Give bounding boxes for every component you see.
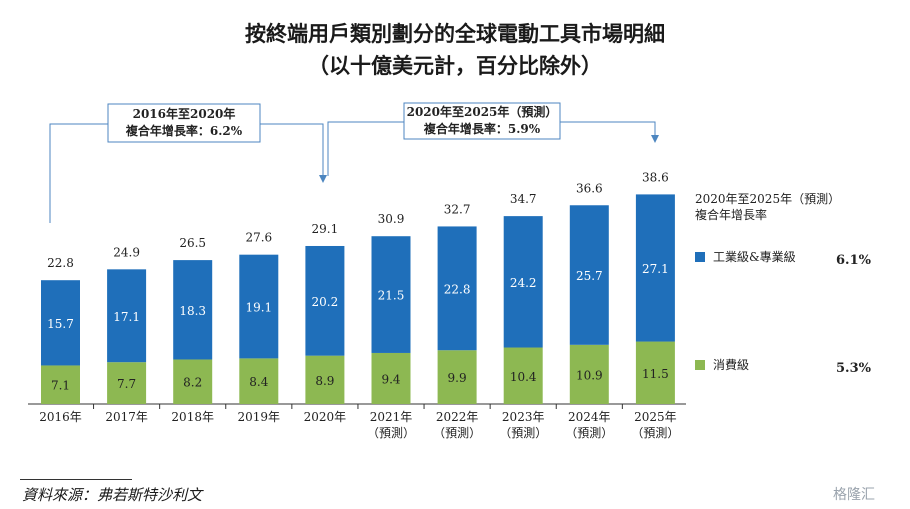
legend-swatch [695,360,705,370]
label-industrial: 15.7 [47,317,74,331]
bar-consumer [41,365,80,404]
legend-label: 工業級&專業級 [713,250,796,264]
bar-industrial [635,194,675,342]
bar-industrial [437,226,477,351]
label-consumer: 9.4 [381,372,400,386]
label-total: 36.6 [576,181,603,195]
arrow-down-icon [651,135,659,143]
label-industrial: 21.5 [378,289,405,303]
label-total: 29.1 [312,222,339,236]
callout-right-box [403,102,561,140]
callout-right-connector [560,121,656,136]
x-tick-label: 2024年 [568,410,611,424]
label-industrial: 20.2 [312,295,339,309]
callout-right-cagr: 複合年增長率：5.9% [423,121,541,136]
x-tick-label: 2020年 [304,410,347,424]
x-tick-label: （預測） [631,426,679,440]
label-total: 32.7 [444,202,471,216]
bar-industrial [305,245,345,356]
chart-subtitle: （以十億美元計，百分比除外） [308,53,602,78]
x-tick-label: 2023年 [502,410,545,424]
bar-consumer [239,358,279,404]
label-total: 34.7 [510,192,537,206]
callout-right-connector [327,121,404,176]
bar-consumer [107,362,147,404]
label-industrial: 18.3 [179,304,206,318]
label-total: 26.5 [179,236,206,250]
callout-left-connector [260,123,324,176]
legend-header: 複合年增長率 [695,207,767,222]
bar-consumer [173,359,213,404]
callout-left-period: 2016年至2020年 [133,106,236,121]
bar-industrial [173,260,213,360]
label-consumer: 7.7 [117,377,136,391]
label-consumer: 8.4 [249,375,268,389]
x-tick-label: 2016年 [39,410,82,424]
source-divider [20,479,132,480]
watermark-logo: 格隆汇 [833,487,875,503]
label-industrial: 22.8 [444,282,471,296]
arrow-down-icon [319,175,327,183]
legend-cagr: 6.1% [836,253,872,268]
bar-consumer [503,347,543,404]
bar-consumer [635,341,675,404]
source-note: 資料來源：弗若斯特沙利文 [22,486,203,504]
x-tick-label: （預測） [499,426,547,440]
bar-industrial [371,236,411,353]
x-tick-label: （預測） [433,426,481,440]
label-total: 24.9 [113,245,140,259]
bar-consumer [569,344,609,404]
chart-title: 按終端用戶類別劃分的全球電動工具市場明細 [245,21,665,46]
label-consumer: 10.4 [510,370,537,384]
bar-consumer [371,352,411,404]
legend-label: 消費級 [713,357,749,372]
label-industrial: 19.1 [245,301,272,315]
label-consumer: 9.9 [448,371,467,385]
bar-industrial [503,216,543,348]
callout-left-box [107,103,261,143]
label-industrial: 25.7 [576,269,603,283]
label-consumer: 8.9 [315,374,334,388]
label-total: 27.6 [245,231,272,245]
callout-left-cagr: 複合年增長率：6.2% [125,123,243,138]
x-tick-label: （預測） [367,426,415,440]
bar-industrial [107,269,147,363]
label-total: 30.9 [378,212,405,226]
x-tick-label: 2021年 [370,410,413,424]
label-consumer: 8.2 [183,376,202,390]
x-tick-label: 2022年 [436,410,479,424]
callout-right-period: 2020年至2025年（預測） [407,104,558,119]
x-tick-label: 2018年 [171,410,214,424]
label-consumer: 7.1 [51,379,70,393]
bar-consumer [437,350,477,404]
callout-left-connector [49,123,108,223]
legend-cagr: 5.3% [836,361,872,376]
bar-industrial [41,280,80,366]
legend-header: 2020年至2025年（預測） [695,192,840,206]
label-consumer: 10.9 [576,368,603,382]
bar-industrial [569,205,609,345]
legend-swatch [695,252,705,262]
bar-consumer [305,355,345,404]
label-total: 38.6 [642,170,669,184]
x-tick-label: 2017年 [105,410,148,424]
x-tick-label: 2025年 [634,410,677,424]
label-industrial: 24.2 [510,276,537,290]
label-total: 22.8 [47,256,74,270]
x-tick-label: 2019年 [238,410,281,424]
label-industrial: 17.1 [113,310,140,324]
label-consumer: 11.5 [642,367,669,381]
x-tick-label: （預測） [565,426,613,440]
bar-industrial [239,254,279,359]
label-industrial: 27.1 [642,262,669,276]
